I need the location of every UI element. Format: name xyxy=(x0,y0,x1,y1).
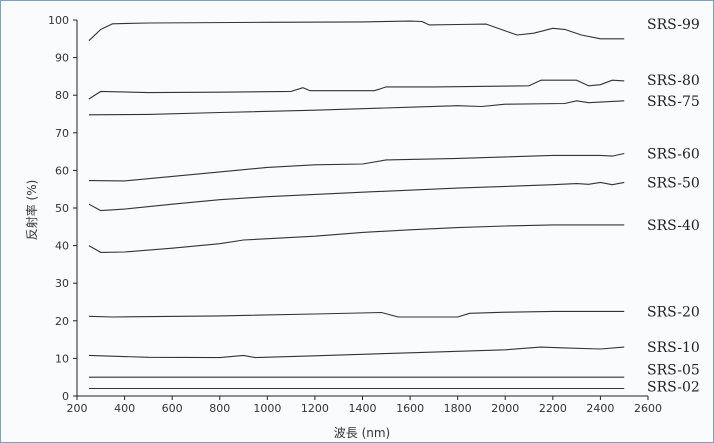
x-ticks: 200 400 600 800 1000 1200 1400 1600 1800 2000 2200… xyxy=(67,396,662,415)
y-tick-label: 90 xyxy=(55,52,69,65)
series-label-srs-02: SRS-02 xyxy=(647,380,700,396)
series-label-srs-10: SRS-10 xyxy=(647,340,700,356)
series-line-srs-75 xyxy=(88,100,625,116)
series-label-srs-20: SRS-20 xyxy=(647,304,700,320)
x-tick-label: 1600 xyxy=(396,402,424,415)
y-tick-label: 40 xyxy=(55,240,69,253)
y-tick-label: 70 xyxy=(55,127,69,140)
series-label-srs-60: SRS-60 xyxy=(647,146,700,162)
y-tick-label: 50 xyxy=(55,202,69,215)
x-tick-label: 1000 xyxy=(253,402,281,415)
series-label-srs-40: SRS-40 xyxy=(647,218,700,234)
x-tick-label: 1200 xyxy=(301,402,329,415)
series-lines xyxy=(88,20,625,390)
axes xyxy=(76,20,648,397)
series-line-srs-10 xyxy=(88,346,625,359)
y-axis-label: 反射率 (%) xyxy=(24,180,39,241)
x-tick-label: 2600 xyxy=(634,402,662,415)
y-tick-label: 0 xyxy=(62,390,69,403)
series-labels: SRS-99 SRS-80 SRS-75 SRS-60 SRS-50 SRS-40 SRS-… xyxy=(647,17,700,396)
series-label-srs-50: SRS-50 xyxy=(647,175,700,191)
x-tick-label: 400 xyxy=(114,402,135,415)
y-ticks: 0 10 20 30 40 50 60 70 80 90 100 xyxy=(48,14,77,403)
x-axis-label: 波長 (nm) xyxy=(334,426,390,440)
x-tick-label: 600 xyxy=(162,402,183,415)
series-line-srs-20 xyxy=(88,310,625,318)
series-line-srs-80 xyxy=(88,79,625,100)
x-tick-label: 1400 xyxy=(349,402,377,415)
x-tick-label: 800 xyxy=(209,402,230,415)
series-label-srs-05: SRS-05 xyxy=(647,363,700,379)
x-tick-label: 2400 xyxy=(586,402,614,415)
y-tick-label: 20 xyxy=(55,315,69,328)
series-line-srs-60 xyxy=(88,152,625,182)
y-tick-label: 30 xyxy=(55,277,69,290)
series-label-srs-75: SRS-75 xyxy=(647,94,700,110)
y-tick-label: 80 xyxy=(55,89,69,102)
series-line-srs-40 xyxy=(88,224,625,253)
y-tick-label: 60 xyxy=(55,164,69,177)
x-tick-label: 2000 xyxy=(491,402,519,415)
x-tick-label: 1800 xyxy=(444,402,472,415)
y-tick-label: 10 xyxy=(55,352,69,365)
x-tick-label: 200 xyxy=(67,402,88,415)
y-tick-label: 100 xyxy=(48,14,69,27)
series-line-srs-50 xyxy=(88,181,625,212)
series-line-srs-99 xyxy=(88,20,625,42)
x-tick-label: 2200 xyxy=(539,402,567,415)
series-label-srs-80: SRS-80 xyxy=(647,73,700,89)
series-label-srs-99: SRS-99 xyxy=(647,17,700,33)
